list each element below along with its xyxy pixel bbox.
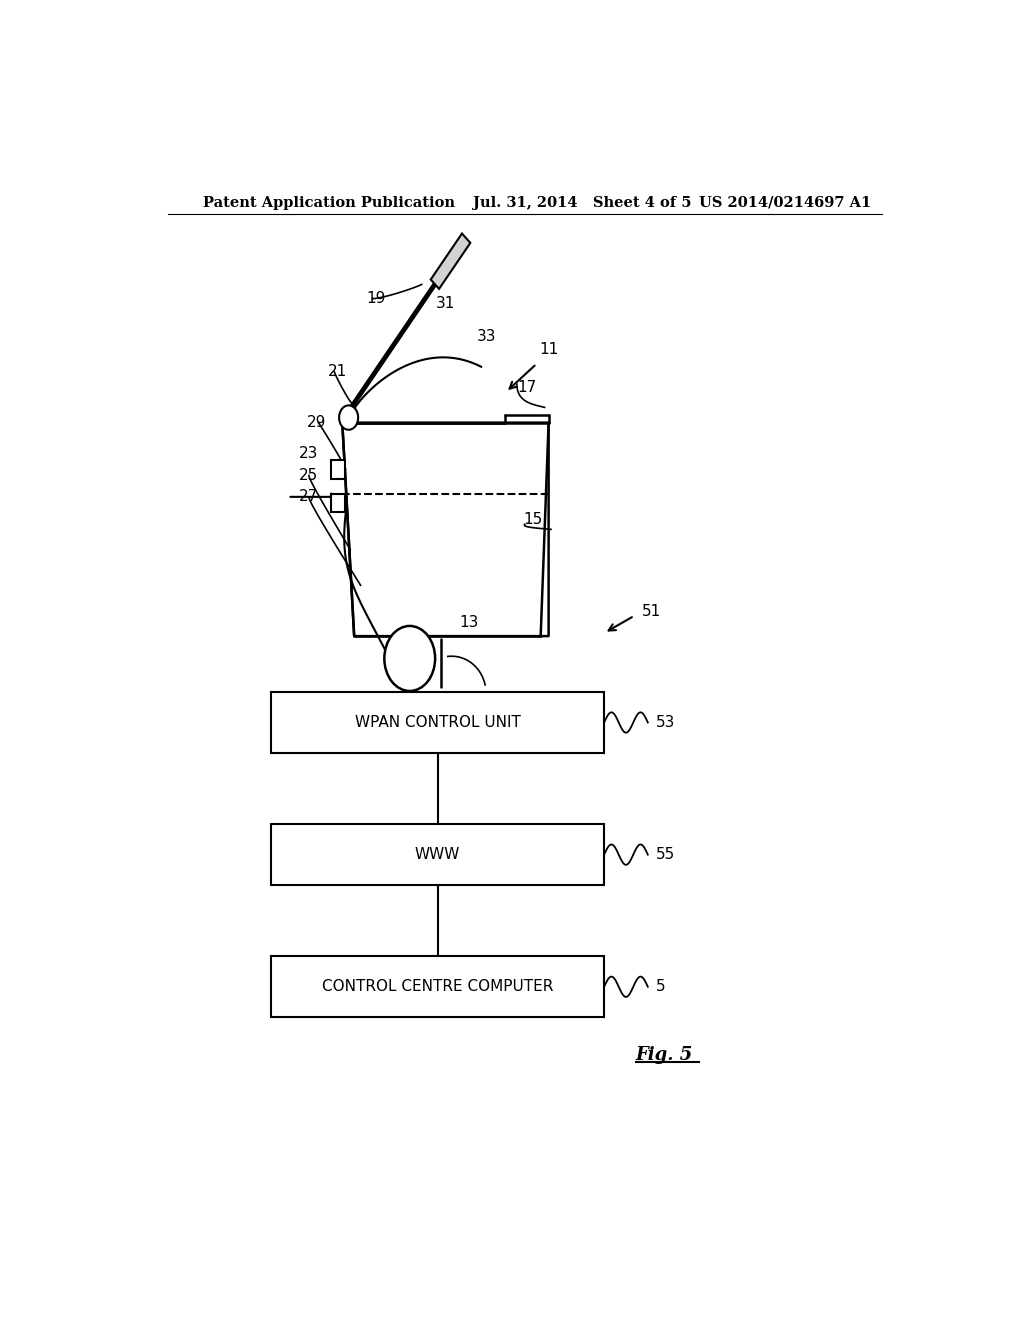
Text: 29: 29 — [307, 416, 327, 430]
Polygon shape — [431, 234, 470, 289]
Text: 51: 51 — [642, 605, 662, 619]
Text: 27: 27 — [299, 490, 317, 504]
Circle shape — [384, 626, 435, 690]
Bar — [331, 494, 345, 512]
Bar — [270, 956, 604, 1018]
Bar — [270, 824, 604, 886]
Text: 5: 5 — [655, 979, 666, 994]
Text: 21: 21 — [328, 364, 347, 379]
Text: 33: 33 — [477, 329, 497, 343]
Text: Jul. 31, 2014   Sheet 4 of 5: Jul. 31, 2014 Sheet 4 of 5 — [473, 195, 692, 210]
Text: WPAN CONTROL UNIT: WPAN CONTROL UNIT — [354, 715, 520, 730]
Text: 53: 53 — [655, 715, 675, 730]
Text: 11: 11 — [539, 342, 558, 356]
Text: 23: 23 — [299, 446, 318, 461]
Bar — [270, 692, 604, 752]
Text: Patent Application Publication: Patent Application Publication — [204, 195, 456, 210]
Text: CONTROL CENTRE COMPUTER: CONTROL CENTRE COMPUTER — [322, 979, 553, 994]
Text: Fig. 5: Fig. 5 — [636, 1045, 693, 1064]
Text: 15: 15 — [523, 512, 543, 527]
Text: 13: 13 — [460, 615, 479, 631]
Text: 31: 31 — [436, 296, 456, 312]
Text: 55: 55 — [655, 847, 675, 862]
Text: 17: 17 — [517, 380, 537, 395]
Bar — [331, 461, 345, 479]
Text: 25: 25 — [299, 469, 317, 483]
Circle shape — [339, 405, 358, 430]
Text: WWW: WWW — [415, 847, 460, 862]
Text: US 2014/0214697 A1: US 2014/0214697 A1 — [699, 195, 871, 210]
Text: 19: 19 — [367, 292, 385, 306]
